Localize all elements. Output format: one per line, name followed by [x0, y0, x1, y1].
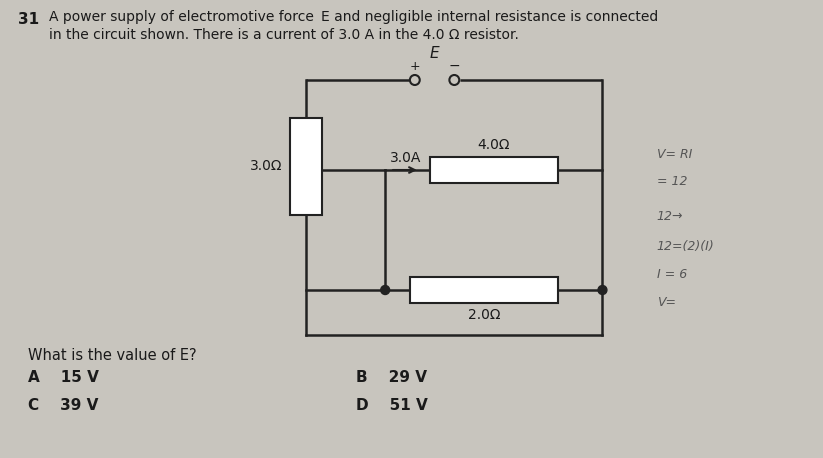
Text: E: E [430, 46, 439, 61]
Text: C    39 V: C 39 V [28, 398, 98, 413]
Text: B    29 V: B 29 V [356, 370, 426, 385]
Text: −: − [449, 59, 460, 73]
Text: in the circuit shown. There is a current of 3.0 A in the 4.0 Ω resistor.: in the circuit shown. There is a current… [49, 28, 519, 42]
Text: A power supply of electromotive force  E and negligible internal resistance is c: A power supply of electromotive force E … [49, 10, 658, 24]
Text: 12=(2)(I): 12=(2)(I) [657, 240, 714, 253]
Text: 3.0Ω: 3.0Ω [250, 159, 282, 174]
Bar [410, 277, 558, 303]
Text: 4.0Ω: 4.0Ω [477, 138, 510, 152]
Circle shape [598, 285, 607, 294]
Text: 2.0Ω: 2.0Ω [467, 308, 500, 322]
Text: D    51 V: D 51 V [356, 398, 427, 413]
Text: I = 6: I = 6 [657, 268, 687, 281]
Text: 31: 31 [18, 12, 39, 27]
Text: What is the value of E?: What is the value of E? [28, 348, 196, 363]
Text: V= RI: V= RI [657, 148, 692, 161]
Bar [430, 157, 558, 183]
Circle shape [381, 285, 389, 294]
Bar [291, 118, 322, 215]
Text: +: + [410, 60, 420, 73]
Text: = 12: = 12 [657, 175, 687, 188]
Text: 12→: 12→ [657, 210, 683, 223]
Text: 3.0A: 3.0A [390, 151, 421, 165]
Text: A    15 V: A 15 V [28, 370, 99, 385]
Text: V=: V= [657, 296, 676, 309]
